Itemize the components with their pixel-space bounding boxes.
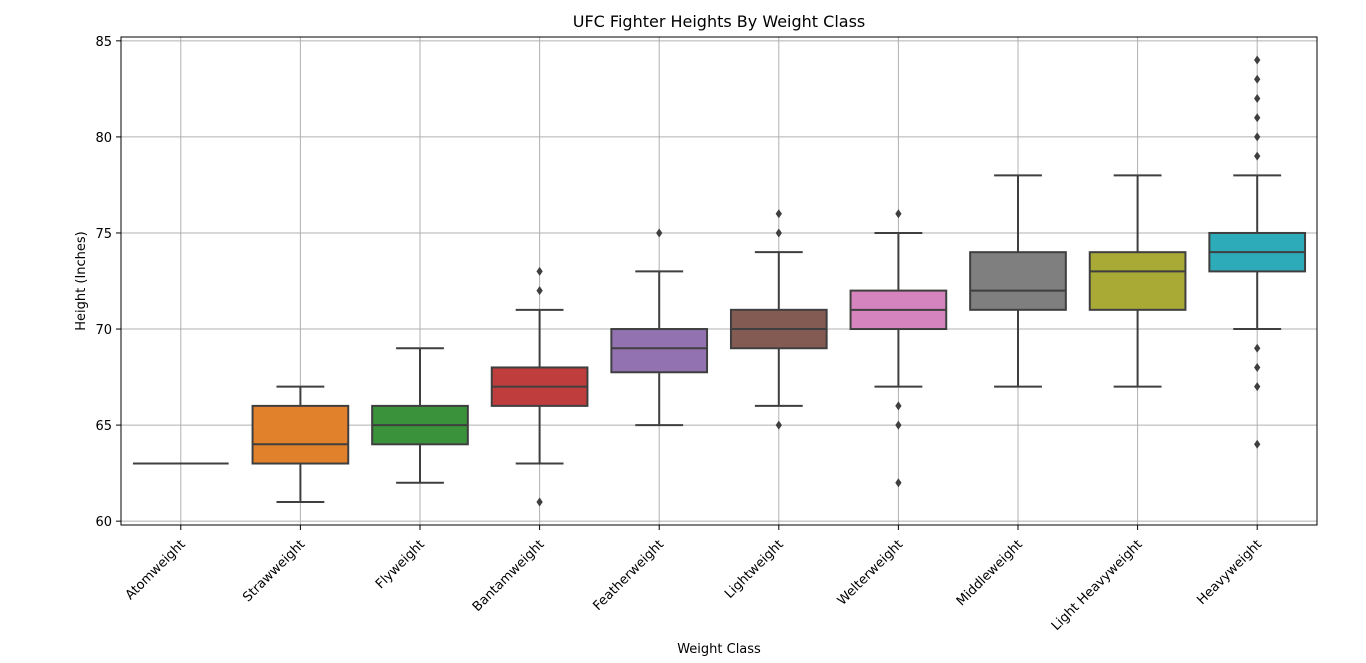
outlier-point bbox=[775, 209, 782, 219]
box-light-heavyweight bbox=[1088, 174, 1187, 388]
outlier-point bbox=[1254, 362, 1261, 372]
box-welterweight bbox=[849, 209, 948, 488]
outlier-point bbox=[1254, 113, 1261, 123]
x-tick-label: Lightweight bbox=[722, 537, 787, 602]
outlier-point bbox=[895, 401, 902, 411]
x-axis-label: Weight Class bbox=[677, 642, 761, 657]
box-layer bbox=[132, 55, 1307, 507]
y-tick-label: 60 bbox=[95, 515, 112, 530]
box-strawweight bbox=[251, 385, 350, 503]
x-tick-label: Heavyweight bbox=[1194, 537, 1265, 608]
outlier-point bbox=[1254, 382, 1261, 392]
outlier-point bbox=[895, 420, 902, 430]
x-tick-label: Bantamweight bbox=[470, 537, 548, 615]
x-tick-label: Strawweight bbox=[240, 537, 308, 605]
outlier-point bbox=[1254, 93, 1261, 103]
outlier-point bbox=[1254, 439, 1261, 449]
x-tick-label: Light Heavyweight bbox=[1049, 537, 1146, 634]
outlier-point bbox=[536, 286, 543, 296]
x-tick-label: Atomweight bbox=[123, 537, 189, 603]
outlier-point bbox=[775, 420, 782, 430]
y-tick-label: 70 bbox=[95, 323, 112, 338]
outlier-point bbox=[656, 228, 663, 238]
y-axis: 60 65 70 75 80 85 bbox=[95, 35, 121, 530]
box-flyweight bbox=[371, 347, 469, 484]
x-tick-label: Flyweight bbox=[373, 537, 428, 592]
outlier-point bbox=[1254, 132, 1261, 142]
y-tick-label: 75 bbox=[95, 227, 112, 242]
y-tick-label: 85 bbox=[95, 35, 112, 50]
box-bantamweight bbox=[490, 266, 589, 507]
outlier-point bbox=[775, 228, 782, 238]
box-lightweight bbox=[729, 209, 828, 430]
outlier-point bbox=[1254, 74, 1261, 84]
x-tick-label: Middleweight bbox=[954, 537, 1026, 609]
y-axis-label: Height (Inches) bbox=[74, 231, 89, 330]
outlier-point bbox=[895, 209, 902, 219]
outlier-point bbox=[895, 478, 902, 488]
box-middleweight bbox=[969, 174, 1067, 388]
x-axis: Atomweight Strawweight Flyweight Bantamweig… bbox=[123, 525, 1265, 634]
box-featherweight bbox=[610, 228, 709, 427]
x-tick-label: Welterweight bbox=[835, 537, 906, 608]
outlier-point bbox=[1254, 55, 1261, 65]
outlier-point bbox=[1254, 151, 1261, 161]
box-heavyweight bbox=[1208, 55, 1307, 449]
outlier-point bbox=[536, 266, 543, 276]
x-tick-label: Featherweight bbox=[590, 537, 667, 614]
box-body bbox=[610, 328, 709, 374]
outlier-point bbox=[1254, 343, 1261, 353]
y-tick-label: 65 bbox=[95, 419, 112, 434]
box-body bbox=[969, 251, 1067, 311]
outlier-point bbox=[536, 497, 543, 507]
plot-frame bbox=[120, 36, 1318, 526]
y-tick-label: 80 bbox=[95, 131, 112, 146]
chart-title: UFC Fighter Heights By Weight Class bbox=[573, 12, 866, 31]
box-body bbox=[1088, 251, 1187, 311]
box-body bbox=[251, 404, 350, 465]
